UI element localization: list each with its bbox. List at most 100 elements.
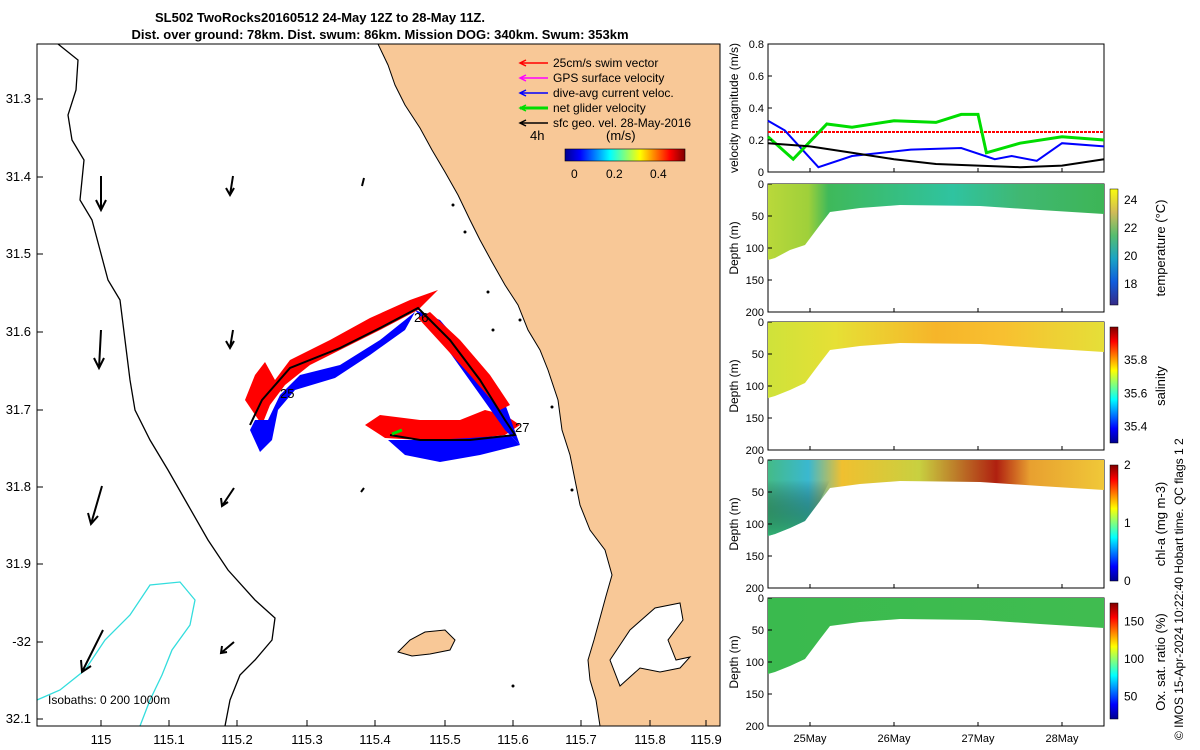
- salinity-colorbar: [1109, 326, 1119, 444]
- time-xtick-label: 25May: [793, 733, 827, 745]
- panel-2-ytick: 100: [746, 381, 764, 393]
- title-line-1: SL502 TwoRocks20160512 24-May 12Z to 28-…: [155, 10, 485, 25]
- legend-arrowhead-0: [518, 59, 527, 67]
- chla-colorbar: [1109, 464, 1119, 582]
- velocity-panel: [767, 43, 1105, 173]
- panel-4-ytick: 0: [758, 593, 764, 605]
- net-track: [249, 306, 517, 441]
- isobath-200: [57, 44, 276, 726]
- map-ytick-label: 31.9: [6, 556, 31, 571]
- legend-arrowhead-2: [518, 89, 527, 97]
- velocity-series-3: [767, 142, 1105, 169]
- oxygen-colorbar: [1109, 602, 1119, 720]
- panel-4-ytick: 100: [746, 657, 764, 669]
- panel-3-ytick: 50: [752, 487, 764, 499]
- panel-4-ytick: 200: [746, 721, 764, 733]
- legend-label-4: sfc geo. vel. 28-May-2016: [553, 116, 691, 130]
- map-ytick-label: 32.1: [6, 711, 31, 726]
- panel-2-ytick: 0: [758, 317, 764, 329]
- glider-track: 25 26 27: [245, 290, 529, 462]
- leg-diagonal: [415, 310, 520, 445]
- map-ytick-label: 31.7: [6, 402, 31, 417]
- map-axes: 115 115.1 115.2 115.3 115.4 115.5 115.6 115.7 11…: [6, 91, 722, 747]
- panel-4-ylabel: Depth (m): [727, 635, 741, 688]
- geo-arrows: [80, 175, 365, 674]
- legend-arrowhead-3: [518, 104, 527, 112]
- time-xtick-label: 26May: [877, 733, 911, 745]
- day-label-26: 26: [414, 310, 428, 325]
- colorbar-tick-0: 0: [571, 167, 578, 181]
- map-ytick-label: 31.8: [6, 479, 31, 494]
- map-xtick-label: 115.4: [359, 732, 391, 747]
- map-xtick-label: 115.1: [153, 732, 185, 747]
- panel-2-ytick: 150: [746, 413, 764, 425]
- panel-1-ylabel: Depth (m): [727, 221, 741, 274]
- legend-label-1: GPS surface velocity: [553, 71, 664, 85]
- panel-1-ytick: 150: [746, 275, 764, 287]
- panel-0-ytick: 0.8: [749, 39, 764, 51]
- colorbar-tick-2: 0.4: [650, 167, 667, 181]
- map: 25 26 27: [37, 44, 720, 726]
- swim-vectors-2: [365, 410, 520, 440]
- current-vectors-2: [388, 435, 520, 462]
- legend-label-0: 25cm/s swim vector: [553, 56, 658, 70]
- panel-3-ctick: 0: [1124, 574, 1131, 588]
- chla-field: [768, 460, 1104, 536]
- panel-2-ytick: 50: [752, 349, 764, 361]
- panel-2-ctick: 35.6: [1124, 386, 1148, 400]
- panel-3-ytick: 0: [758, 455, 764, 467]
- isobaths-label: Isobaths: 0 200 1000m: [48, 693, 170, 707]
- estuary: [609, 602, 692, 687]
- panel-0-ytick: 0.6: [749, 71, 764, 83]
- map-ytick-label: -32: [12, 634, 31, 649]
- temperature-colorbar: [1109, 188, 1119, 306]
- legend-arrowhead-1: [518, 74, 527, 82]
- title-line-2: Dist. over ground: 78km. Dist. swum: 86k…: [131, 27, 629, 42]
- temperature-panel: [767, 183, 1119, 313]
- speed-colorbar: [564, 148, 686, 162]
- map-ytick-label: 31.3: [6, 91, 31, 106]
- panel-2-ctick: 35.8: [1124, 353, 1148, 367]
- right-axes: 0 0.2 0.4 0.6 0.8 velocity magnitude (m/s) 0 50…: [727, 39, 1168, 745]
- panel-4-ytick: 50: [752, 625, 764, 637]
- panel-2-ytick: 200: [746, 445, 764, 457]
- panel-2-clabel: salinity: [1153, 366, 1168, 406]
- panel-0-ytick: 0: [758, 167, 764, 179]
- current-vectors: [250, 312, 415, 452]
- panel-1-ctick: 22: [1124, 221, 1138, 235]
- panel-0-ytick: 0.4: [749, 103, 764, 115]
- panel-1-ytick: 100: [746, 243, 764, 255]
- map-xtick-label: 115.2: [221, 732, 253, 747]
- colorbar-title: (m/s): [606, 128, 636, 143]
- map-ytick-label: 31.4: [6, 169, 31, 184]
- panel-1-ctick: 18: [1124, 277, 1138, 291]
- leg-diagonal-red: [418, 312, 510, 410]
- time-xtick-label: 27May: [961, 733, 995, 745]
- legend-label-3: net glider velocity: [553, 101, 646, 115]
- panel-3-ytick: 200: [746, 583, 764, 595]
- map-ytick-label: 31.6: [6, 324, 31, 339]
- panel-3-ylabel: Depth (m): [727, 497, 741, 550]
- day-label-27: 27: [515, 420, 529, 435]
- island-land: [397, 629, 456, 657]
- panel-3-ctick: 1: [1124, 516, 1131, 530]
- salinity-field: [768, 322, 1104, 398]
- chla-panel: [767, 459, 1119, 589]
- legend-label-2: dive-avg current veloc.: [553, 86, 674, 100]
- panel-0-ytick: 0.2: [749, 135, 764, 147]
- panel-4-ctick: 150: [1124, 615, 1144, 629]
- panel-1-ytick: 200: [746, 307, 764, 319]
- map-xtick-label: 115.9: [690, 732, 722, 747]
- map-xtick-label: 115: [91, 732, 112, 747]
- panel-3-ytick: 100: [746, 519, 764, 531]
- net-glider-mark: [391, 428, 403, 436]
- panel-4-ytick: 150: [746, 689, 764, 701]
- colorbar-tick-1: 0.2: [606, 167, 623, 181]
- panel-0-ylabel: velocity magnitude (m/s): [727, 43, 741, 173]
- time-xtick-label: 28May: [1045, 733, 1079, 745]
- panel-1-ctick: 24: [1124, 193, 1138, 207]
- velocity-series-2: [767, 112, 1105, 162]
- coastal-rocks: [451, 203, 574, 688]
